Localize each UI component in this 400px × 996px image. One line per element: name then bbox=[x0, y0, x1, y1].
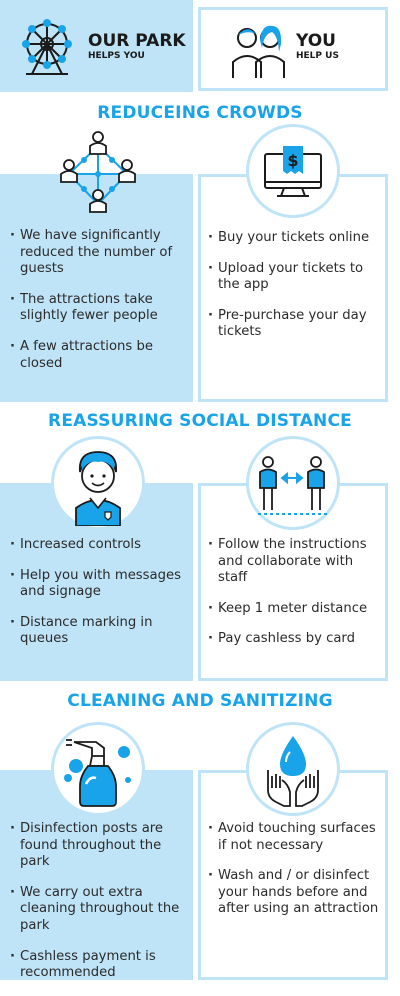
cleaning-right-list: Avoid touching surfaces if not necessary… bbox=[208, 821, 384, 932]
list-item: Upload your tickets to the app bbox=[208, 261, 384, 294]
list-item: We have significantly reduced the number… bbox=[10, 228, 182, 278]
list-item: Buy your tickets online bbox=[208, 230, 384, 247]
section-title-cleaning: CLEANING AND SANITIZING bbox=[67, 691, 333, 711]
list-item: Follow the instructions and collaborate … bbox=[208, 537, 386, 587]
cleaning-left-list: Disinfection posts are found throughout … bbox=[10, 821, 186, 996]
svg-text:$: $ bbox=[287, 151, 298, 170]
section-title-crowds: REDUCEING CROWDS bbox=[97, 103, 303, 123]
distance-people-icon bbox=[258, 456, 328, 515]
list-item: Distance marking in queues bbox=[10, 615, 186, 648]
list-item: We carry out extra cleaning throughout t… bbox=[10, 885, 186, 935]
crowds-right-list: Buy your tickets online Upload your tick… bbox=[208, 230, 384, 355]
spray-bottle-icon bbox=[64, 739, 131, 807]
header-left-title: OUR PARK bbox=[88, 31, 186, 51]
crowds-left-list: We have significantly reduced the number… bbox=[10, 228, 182, 386]
list-item: Pre-purchase your day tickets bbox=[208, 308, 384, 341]
header-left-subtitle: HELPS YOU bbox=[88, 51, 145, 61]
list-item: Avoid touching surfaces if not necessary bbox=[208, 821, 384, 854]
online-ticket-icon: $ bbox=[264, 146, 322, 197]
header-left-panel bbox=[0, 0, 193, 92]
distance-right-list: Follow the instructions and collaborate … bbox=[208, 537, 386, 662]
list-item: The attractions take slightly fewer peop… bbox=[10, 292, 182, 325]
list-item: Help you with messages and signage bbox=[10, 568, 186, 601]
list-item: A few attractions be closed bbox=[10, 339, 182, 372]
list-item: Keep 1 meter distance bbox=[208, 601, 386, 618]
distance-left-list: Increased controls Help you with message… bbox=[10, 537, 186, 662]
ferris-wheel-icon bbox=[22, 19, 72, 75]
hand-washing-icon bbox=[267, 736, 319, 807]
staff-person-icon bbox=[75, 451, 121, 526]
list-item: Increased controls bbox=[10, 537, 186, 554]
crowd-network-icon bbox=[60, 131, 136, 213]
header-right-subtitle: HELP US bbox=[296, 51, 339, 61]
header-right-panel bbox=[198, 7, 388, 91]
list-item: Wash and / or disinfect your hands befor… bbox=[208, 868, 384, 918]
header-right-title: YOU bbox=[296, 31, 336, 51]
list-item: Pay cashless by card bbox=[208, 631, 386, 648]
list-item: Disinfection posts are found throughout … bbox=[10, 821, 186, 871]
people-icon bbox=[232, 25, 285, 78]
section-title-distance: REASSURING SOCIAL DISTANCE bbox=[48, 411, 352, 431]
list-item: Cashless payment is recommended bbox=[10, 949, 186, 982]
